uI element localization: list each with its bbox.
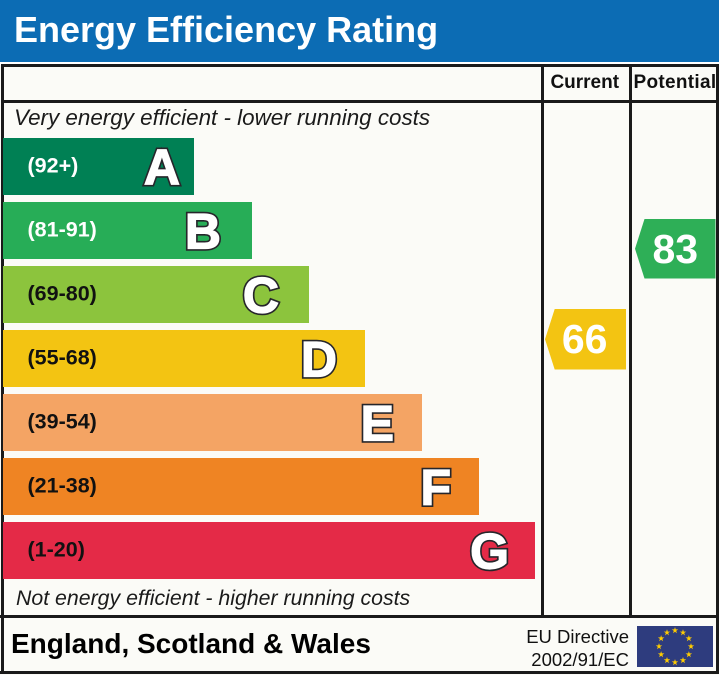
svg-text:F: F [420, 460, 451, 515]
svg-text:F: F [420, 460, 451, 515]
svg-text:A: A [144, 140, 180, 195]
svg-text:G: G [470, 524, 509, 579]
svg-text:B: B [185, 204, 221, 259]
svg-text:D: D [301, 332, 337, 387]
svg-text:G: G [470, 524, 509, 579]
svg-text:D: D [301, 332, 337, 387]
svg-text:A: A [144, 140, 180, 195]
svg-text:C: C [243, 268, 279, 323]
svg-text:C: C [243, 268, 279, 323]
svg-text:E: E [360, 396, 393, 451]
svg-text:E: E [360, 396, 393, 451]
svg-text:B: B [185, 204, 221, 259]
